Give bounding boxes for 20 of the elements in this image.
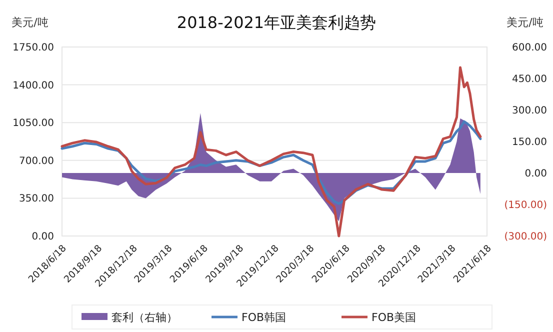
y-axis-title: 美元/吨 bbox=[12, 16, 48, 29]
legend-label: FOB美国 bbox=[372, 310, 416, 324]
y-tick-label: 1050.00 bbox=[12, 118, 54, 130]
y-tick-label: 1750.00 bbox=[12, 42, 54, 54]
y2-tick-label: 0.00 bbox=[524, 168, 547, 180]
y2-tick-label: 450.00 bbox=[512, 74, 547, 85]
y-tick-label: 700.00 bbox=[19, 156, 54, 167]
y2-tick-label: (300.00) bbox=[504, 232, 548, 242]
y2-tick-label: 600.00 bbox=[512, 42, 547, 54]
line-series bbox=[60, 66, 482, 238]
y2-tick-label: (150.00) bbox=[504, 200, 548, 211]
chart-title: 2018-2021年亚美套利趋势 bbox=[176, 13, 376, 32]
legend-label: FOB韩国 bbox=[242, 310, 286, 324]
y-tick-label: 350.00 bbox=[19, 194, 54, 205]
legend-label: 套利（右轴） bbox=[112, 310, 178, 324]
y2-tick-label: 150.00 bbox=[512, 137, 547, 148]
y2-tick-label: 300.00 bbox=[512, 106, 547, 116]
y-tick-label: 0.00 bbox=[32, 232, 54, 242]
y2-axis-title: 美元/吨 bbox=[506, 16, 544, 29]
y-tick-label: 1400.00 bbox=[12, 80, 54, 92]
